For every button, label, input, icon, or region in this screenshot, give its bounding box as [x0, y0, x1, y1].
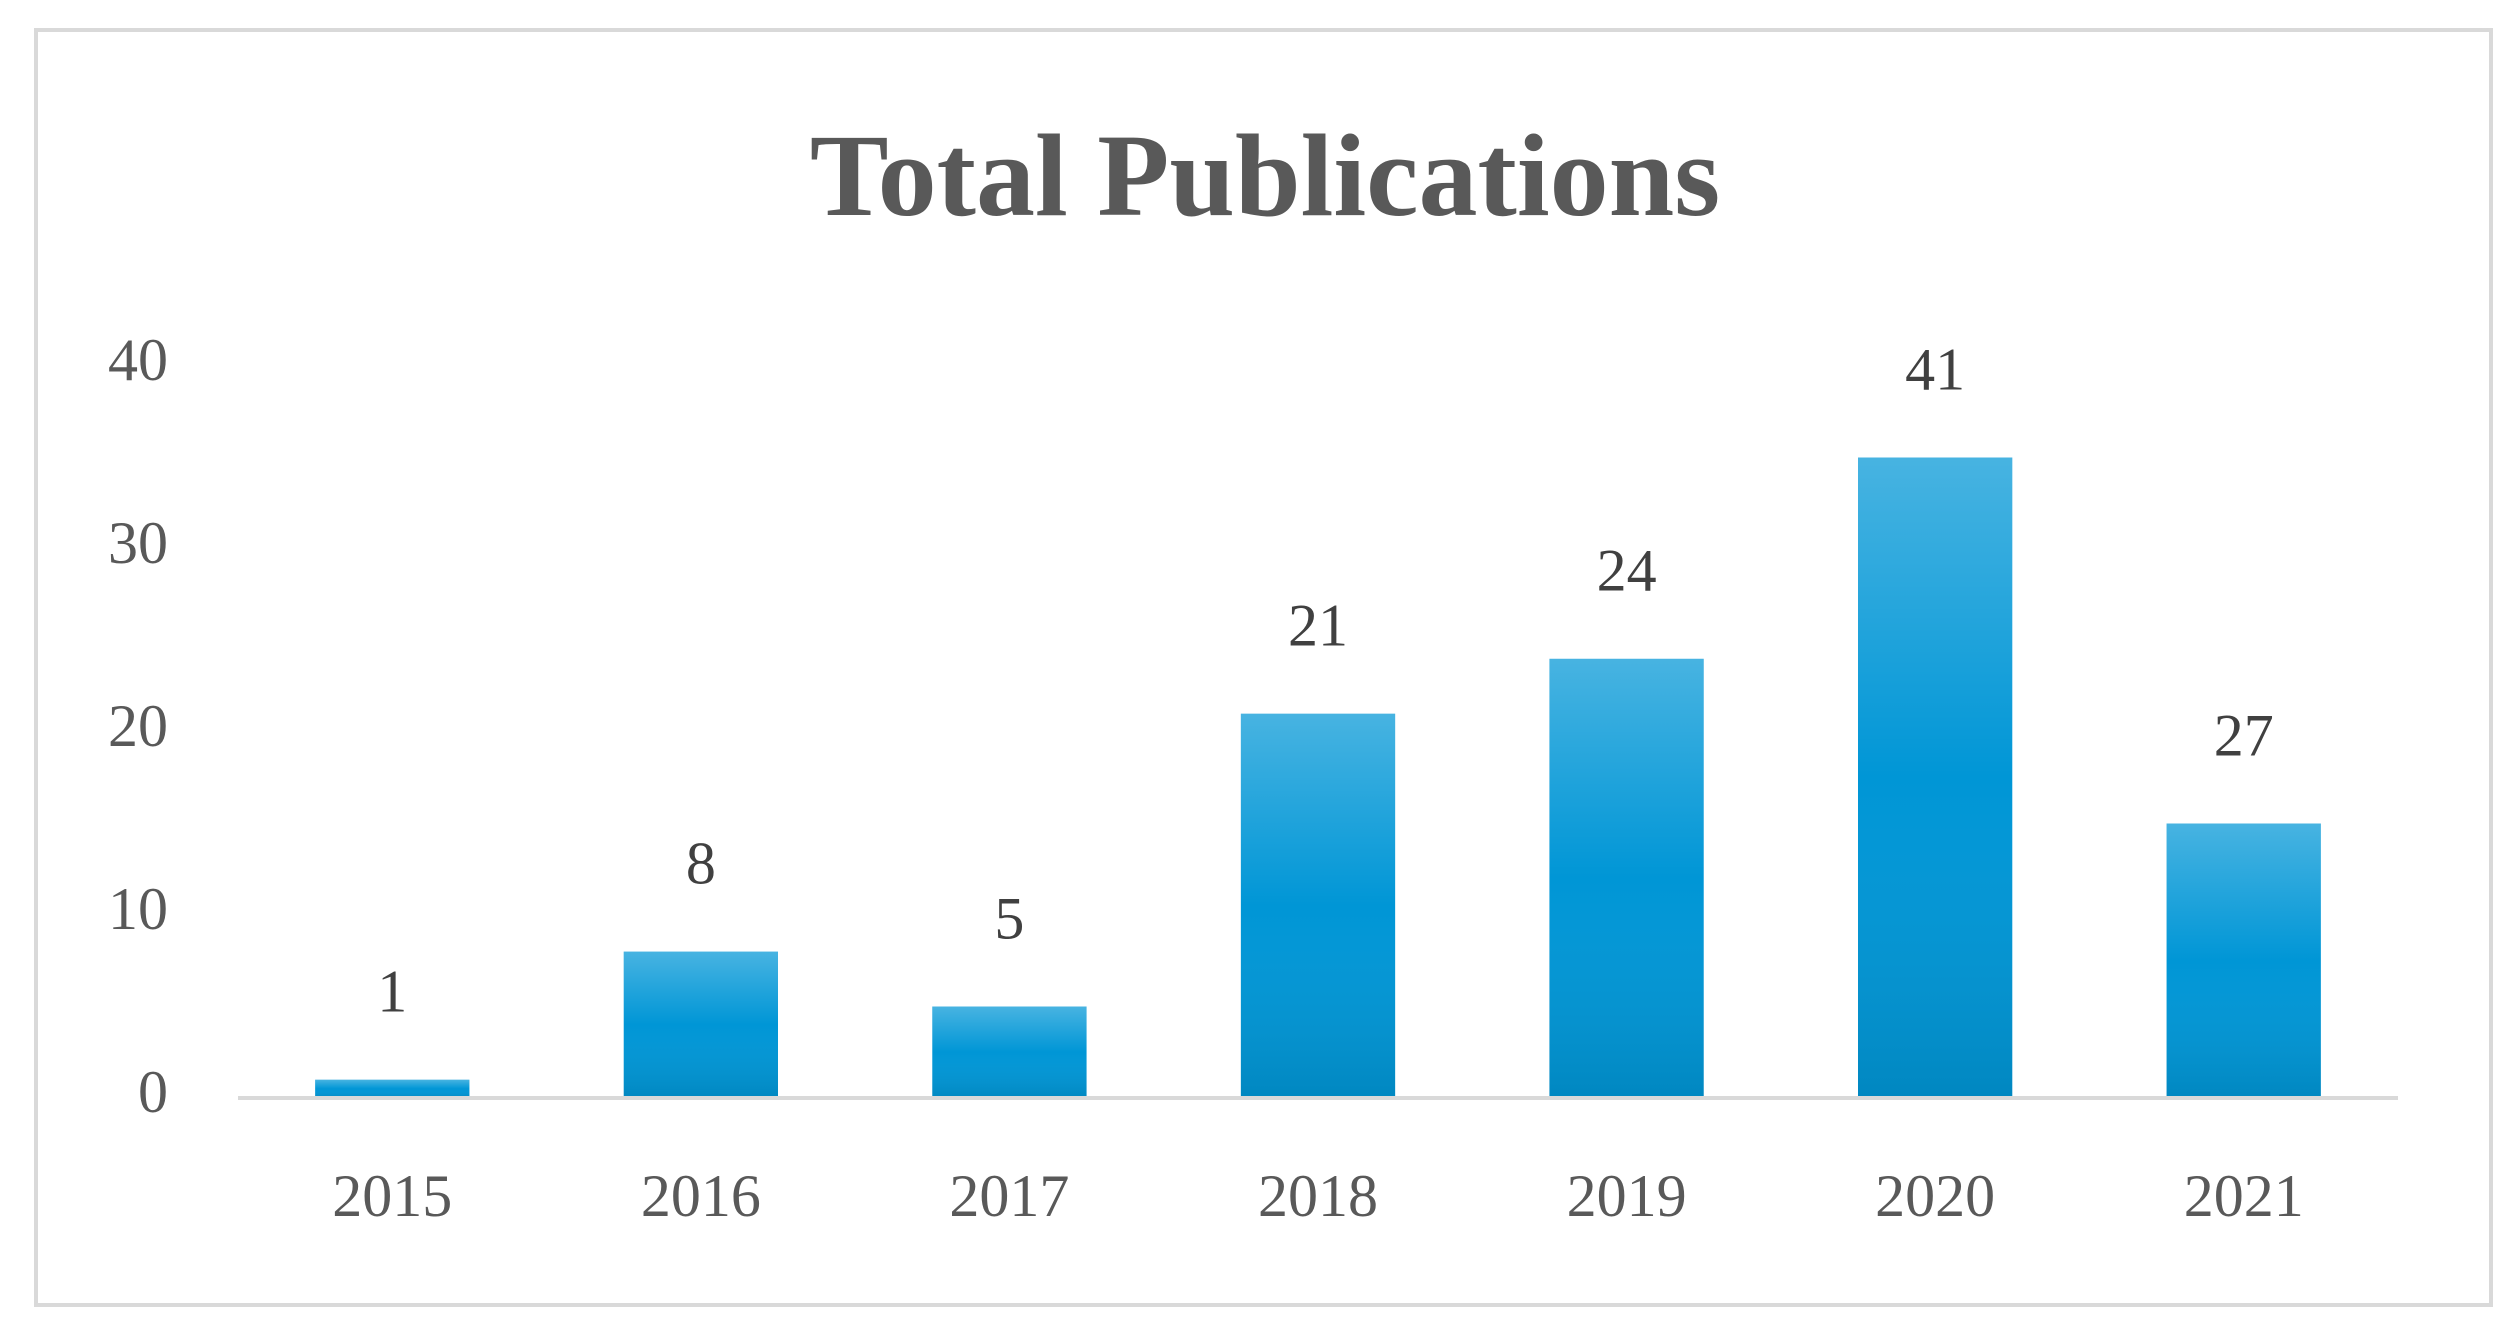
x-tick-label: 2020	[1875, 1163, 1995, 1229]
x-tick-label: 2018	[1258, 1163, 1378, 1229]
bar-shading	[932, 1006, 1087, 1098]
data-label: 1	[377, 958, 407, 1024]
x-tick-label: 2021	[2184, 1163, 2304, 1229]
bar-shading	[2166, 823, 2321, 1098]
data-label: 8	[686, 830, 716, 896]
x-tick-label: 2019	[1567, 1163, 1687, 1229]
y-tick-label: 20	[108, 693, 168, 759]
x-tick-label: 2017	[949, 1163, 1069, 1229]
data-label: 41	[1905, 336, 1965, 402]
bar-shading	[623, 951, 778, 1098]
x-tick-label: 2016	[641, 1163, 761, 1229]
data-label: 24	[1597, 538, 1657, 604]
bar-shading	[1858, 457, 2013, 1098]
data-label: 5	[994, 885, 1024, 951]
y-tick-label: 30	[108, 510, 168, 576]
chart-title: Total Publications	[810, 110, 1720, 241]
y-tick-label: 10	[108, 876, 168, 942]
bar-shading	[315, 1079, 470, 1098]
bar-shading	[1240, 713, 1396, 1098]
plot-area: 0 10 20 30 40 2015 1 2016 8 2017 5 2018 21 2019 24 2020…	[108, 327, 2321, 1229]
y-tick-label: 0	[138, 1059, 168, 1125]
data-label: 27	[2214, 702, 2274, 768]
bar-shading	[1549, 658, 1704, 1098]
y-tick-label: 40	[108, 327, 168, 393]
x-tick-label: 2015	[332, 1163, 452, 1229]
data-label: 21	[1288, 592, 1348, 658]
